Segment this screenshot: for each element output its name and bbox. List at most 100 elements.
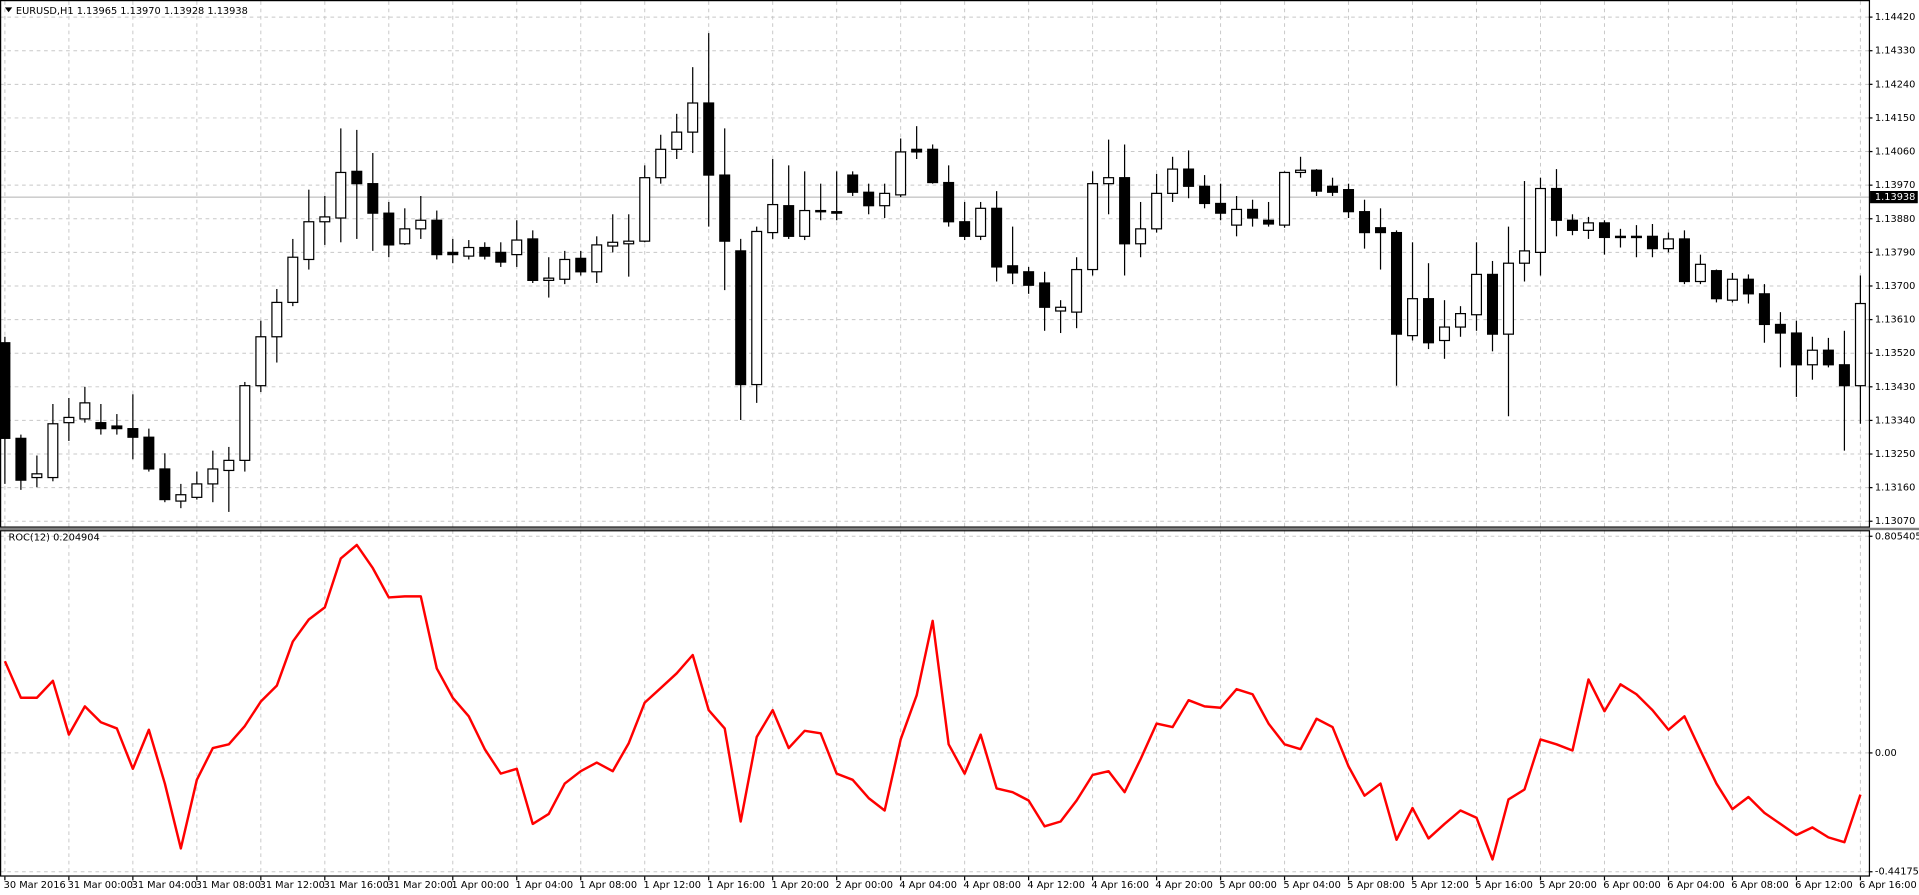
candle-body — [895, 151, 907, 196]
candle-body — [111, 425, 123, 430]
mark-layer — [0, 33, 1866, 861]
candle-body — [1311, 169, 1323, 192]
candle-body — [1822, 349, 1834, 366]
candle-body — [1806, 349, 1818, 366]
candle-body — [1407, 298, 1419, 337]
candle-body — [191, 483, 203, 498]
x-tick-label: 4 Apr 08:00 — [963, 880, 1021, 891]
candle-body — [863, 191, 875, 207]
candle-body — [1151, 192, 1163, 230]
candle-body — [879, 192, 891, 207]
candle-body — [623, 240, 635, 245]
candle-body — [31, 473, 43, 479]
candle-body — [943, 181, 955, 223]
price-panel-frame — [0, 0, 1871, 528]
x-tick-label: 4 Apr 12:00 — [1027, 880, 1085, 891]
y-tick-label: 1.14240 — [1875, 79, 1915, 90]
candle-body — [367, 183, 379, 214]
candle-body — [415, 219, 427, 230]
indicator-title: ROC(12) 0.204904 — [9, 532, 100, 543]
candle-body — [607, 241, 619, 247]
candle-body — [767, 203, 779, 234]
candle-body — [1423, 298, 1435, 344]
candle-body — [1199, 185, 1211, 205]
candle-body — [255, 336, 267, 387]
candle-body — [1758, 293, 1770, 326]
y-tick-label: 1.13520 — [1875, 348, 1915, 359]
candle-body — [1534, 187, 1546, 253]
candle-body — [1215, 202, 1227, 214]
candle-body — [1439, 326, 1451, 342]
y-tick-label: 0.805405 — [1875, 531, 1919, 542]
chart-title: EURUSD,H1 1.13965 1.13970 1.13928 1.1393… — [16, 6, 248, 17]
candle-body — [351, 170, 363, 185]
y-tick-label: 1.13610 — [1875, 315, 1915, 326]
candle-body — [687, 102, 699, 133]
candle-body — [575, 257, 587, 273]
candle-body — [287, 256, 299, 304]
x-tick-label: 31 Mar 00:00 — [68, 880, 133, 891]
candle-body — [1455, 313, 1467, 328]
candle-body — [399, 228, 411, 245]
candle-body — [1726, 278, 1738, 301]
x-tick-label: 6 Apr 16:00 — [1859, 880, 1917, 891]
x-tick-label: 1 Apr 04:00 — [516, 880, 574, 891]
x-tick-label: 4 Apr 04:00 — [899, 880, 957, 891]
candle-body — [127, 428, 139, 438]
candle-body — [1327, 185, 1339, 193]
candle-body — [303, 221, 315, 261]
candle-body — [1854, 302, 1866, 387]
y-tick-label: 1.13700 — [1875, 281, 1915, 292]
candle-body — [175, 494, 187, 502]
candle-body — [543, 277, 555, 281]
candle-body — [95, 422, 107, 430]
indicator-line — [3, 543, 1862, 861]
candle-body — [63, 416, 75, 424]
candle-body — [1550, 187, 1562, 221]
candle-body — [1566, 219, 1578, 231]
x-tick-label: 1 Apr 16:00 — [707, 880, 765, 891]
candle-body — [1710, 270, 1722, 300]
candle-body — [527, 238, 539, 281]
candle-body — [1742, 278, 1754, 295]
y-tick-label: 1.14420 — [1875, 12, 1915, 23]
candle-body — [655, 148, 667, 179]
y-tick-label: 1.13430 — [1875, 382, 1915, 393]
candle-body — [1582, 222, 1594, 231]
candle-body — [959, 221, 971, 237]
candle-body — [159, 468, 171, 501]
candle-body — [991, 207, 1003, 268]
candle-body — [1838, 364, 1850, 387]
candle-body — [671, 131, 683, 150]
candle-body — [1007, 265, 1019, 274]
menu-triangle[interactable] — [4, 7, 13, 13]
candle-body — [831, 211, 843, 214]
candle-body — [703, 102, 715, 176]
candle-body — [1375, 227, 1387, 234]
grid-layer — [0, 1, 1869, 876]
candle-body — [1039, 282, 1051, 308]
x-tick-label: 6 Apr 12:00 — [1795, 880, 1853, 891]
indicator-panel-frame — [0, 530, 1871, 877]
x-tick-label: 5 Apr 16:00 — [1475, 880, 1533, 891]
candle-body — [1167, 168, 1179, 194]
candle-body — [319, 216, 331, 223]
candle-body — [735, 250, 747, 386]
candle-body — [783, 205, 795, 237]
candle-body — [239, 385, 251, 461]
candle-body — [719, 174, 731, 242]
candle-body — [495, 251, 507, 263]
candle-body — [1470, 273, 1483, 316]
x-tick-label: 4 Apr 20:00 — [1155, 880, 1213, 891]
candle-body — [1071, 268, 1083, 313]
candle-body — [1518, 250, 1530, 264]
candle-body — [799, 209, 811, 237]
x-tick-label: 31 Mar 04:00 — [132, 880, 197, 891]
y-tick-label: 1.13070 — [1875, 516, 1915, 527]
candle-body — [1183, 168, 1195, 187]
x-tick-label: 31 Mar 08:00 — [196, 880, 261, 891]
candle-body — [1087, 183, 1099, 271]
candle-body — [1486, 273, 1499, 335]
candle-body — [1694, 263, 1706, 283]
